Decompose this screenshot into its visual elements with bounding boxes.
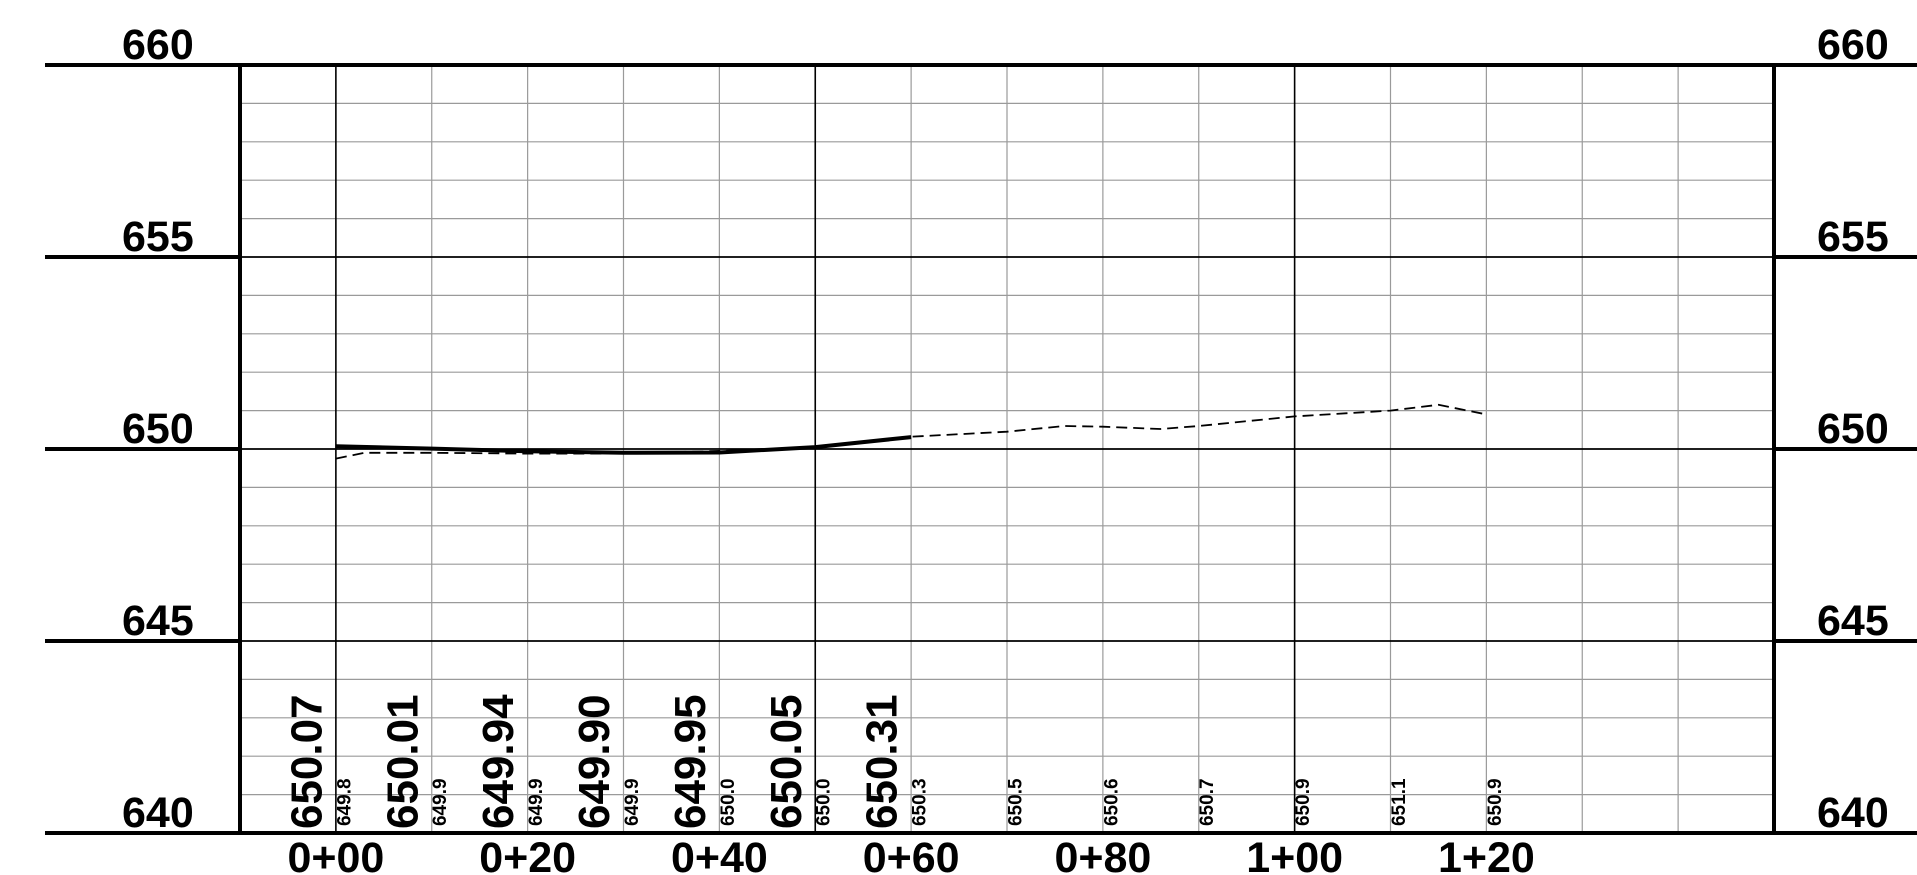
x-tick-label: 0+80	[1054, 834, 1151, 875]
existing-elevation-label: 650.0	[718, 778, 739, 826]
label-layer: 640 640 645 645 650 650 655 655 660 660 0+00 0+20 0+…	[122, 21, 1889, 875]
y-tick-label-left: 640	[122, 789, 194, 837]
x-tick-label: 0+00	[287, 834, 384, 875]
x-tick-label: 0+40	[671, 834, 768, 875]
design-elevation-label: 649.95	[666, 694, 715, 829]
y-tick-label-left: 655	[122, 213, 194, 261]
existing-elevation-label: 650.7	[1197, 778, 1218, 826]
y-tick-label-left: 645	[122, 597, 194, 645]
x-tick-label: 1+00	[1246, 834, 1343, 875]
existing-elevation-label: 650.9	[1485, 778, 1506, 826]
design-elevation-label: 649.94	[474, 694, 523, 829]
existing-elevation-label: 650.0	[814, 778, 835, 826]
existing-elevation-label: 649.8	[334, 778, 355, 826]
existing-ground-line	[335, 403, 1487, 460]
existing-elevation-label: 650.9	[1293, 778, 1314, 826]
existing-elevation-label: 650.6	[1101, 778, 1122, 826]
design-elevation-label: 650.31	[858, 694, 907, 829]
existing-elevation-label: 651.1	[1389, 778, 1410, 826]
design-elevation-label: 649.90	[570, 694, 619, 829]
existing-elevation-label: 650.3	[910, 778, 931, 826]
y-tick-label-right: 640	[1817, 789, 1889, 837]
design-elevation-label: 650.01	[378, 694, 427, 829]
design-elevation-label: 650.05	[762, 694, 811, 829]
existing-elevation-label: 649.9	[622, 778, 643, 826]
existing-elevation-label: 649.9	[526, 778, 547, 826]
y-tick-label-right: 645	[1817, 597, 1889, 645]
grid-layer	[45, 63, 1917, 835]
x-tick-label: 0+60	[863, 834, 960, 875]
y-tick-label-left: 650	[122, 405, 194, 453]
y-tick-label-right: 660	[1817, 21, 1889, 69]
y-tick-label-right: 655	[1817, 213, 1889, 261]
x-tick-label: 0+20	[479, 834, 576, 875]
design-elevation-label: 650.07	[282, 694, 331, 829]
y-tick-label-right: 650	[1817, 405, 1889, 453]
y-tick-label-left: 660	[122, 21, 194, 69]
x-tick-label: 1+20	[1438, 834, 1535, 875]
existing-elevation-label: 649.9	[430, 778, 451, 826]
series-layer	[335, 403, 1487, 460]
existing-elevation-label: 650.5	[1005, 778, 1026, 826]
